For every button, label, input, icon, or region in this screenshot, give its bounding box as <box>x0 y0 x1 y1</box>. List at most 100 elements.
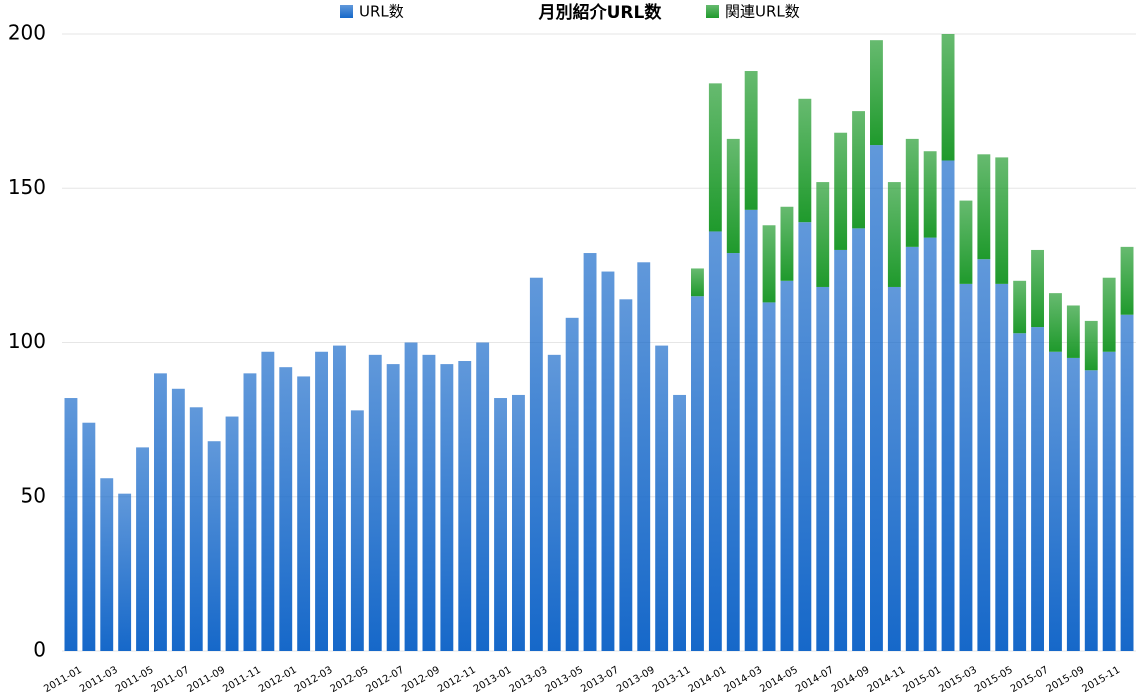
bar-segment <box>1084 370 1098 651</box>
bar-segment <box>1013 333 1027 651</box>
bar-segment <box>941 34 955 161</box>
x-tick-label: 2015-05 <box>973 665 1015 695</box>
bar-segment <box>655 345 669 651</box>
bar-segment <box>136 447 149 651</box>
bar-segment <box>816 182 830 287</box>
x-tick-label: 2011-01 <box>42 665 84 695</box>
bar-segment <box>887 182 901 287</box>
x-tick-label: 2012-01 <box>257 665 299 695</box>
bar-segment <box>315 351 328 651</box>
bar-segment <box>870 40 883 146</box>
bar-segment <box>1049 351 1062 651</box>
x-tick-label: 2013-07 <box>579 665 621 695</box>
bar-segment <box>923 237 937 652</box>
bar-segment <box>834 132 848 250</box>
bar-segment <box>673 394 686 651</box>
legend-swatch <box>706 5 719 18</box>
x-tick-label: 2012-03 <box>293 665 335 695</box>
bar-segment <box>1031 327 1044 651</box>
bar-segment <box>494 398 507 651</box>
x-tick-label: 2011-07 <box>150 665 192 695</box>
x-tick-label: 2014-07 <box>794 665 836 695</box>
bar-segment <box>1120 246 1134 315</box>
bar-segment <box>959 200 973 284</box>
bar-segment <box>583 253 597 651</box>
x-tick-label: 2011-03 <box>78 665 120 695</box>
bar-segment <box>995 283 1009 651</box>
bar-segment <box>905 246 919 652</box>
bar-segment <box>404 342 418 651</box>
bar-segment <box>691 268 704 297</box>
bar-segment <box>476 342 490 651</box>
bar-segment <box>333 345 346 651</box>
bar-segment <box>154 373 167 651</box>
y-tick-label: 0 <box>33 638 46 662</box>
bar-segment <box>386 364 400 651</box>
bar-segment <box>852 228 865 652</box>
bar-segment <box>512 394 525 651</box>
bar-segment <box>1084 320 1098 371</box>
bar-segment <box>64 398 78 651</box>
y-tick-label: 50 <box>21 483 46 507</box>
y-tick-label: 200 <box>8 21 46 45</box>
chart-title: 月別紹介URL数 <box>538 2 663 23</box>
bar-segment <box>780 206 794 281</box>
bar-segment <box>744 71 758 210</box>
bar-segment <box>279 367 293 651</box>
x-tick-label: 2013-09 <box>615 665 657 695</box>
x-tick-label: 2011-09 <box>185 665 227 695</box>
bar-segment <box>816 286 830 651</box>
bar-segment <box>1066 305 1080 358</box>
bar-segment <box>708 231 722 651</box>
bar-segment <box>977 154 991 260</box>
bar-segment <box>368 354 382 651</box>
bar-segment <box>189 407 203 651</box>
bar-segment <box>977 259 991 651</box>
bar-segment <box>798 98 812 223</box>
bar-segment <box>171 388 185 651</box>
bar-segment <box>923 151 937 238</box>
bar-segment <box>82 422 96 651</box>
bar-segment <box>726 253 740 651</box>
x-tick-label: 2011-05 <box>114 665 156 695</box>
bar-segment <box>834 249 848 651</box>
y-tick-label: 150 <box>8 175 46 199</box>
bar-segment <box>297 376 311 651</box>
x-tick-label: 2013-01 <box>472 665 514 695</box>
x-tick-label: 2012-11 <box>436 665 478 695</box>
x-tick-label: 2014-09 <box>830 665 872 695</box>
bar-segment <box>100 478 114 651</box>
bar-segment <box>941 160 955 652</box>
legend-label: 関連URL数 <box>725 3 800 21</box>
bar-segment <box>1013 280 1027 334</box>
bar-segment <box>780 280 794 651</box>
x-tick-label: 2014-01 <box>687 665 729 695</box>
x-tick-label: 2015-07 <box>1009 665 1051 695</box>
bar-segment <box>619 299 633 651</box>
bar-segment <box>118 493 132 651</box>
bar-segment <box>905 138 919 247</box>
x-tick-label: 2015-11 <box>1080 665 1122 695</box>
bar-segment <box>529 277 543 651</box>
bar-segment <box>1120 314 1134 651</box>
x-tick-label: 2015-09 <box>1045 665 1087 695</box>
bar-segment <box>1102 351 1116 651</box>
bar-segment <box>1031 249 1044 328</box>
bar-segment <box>798 222 812 651</box>
bar-segment <box>995 157 1009 284</box>
bar-segment <box>1049 293 1062 352</box>
x-tick-label: 2014-05 <box>758 665 800 695</box>
bar-segment <box>708 83 722 232</box>
bar-segment <box>959 283 973 651</box>
x-tick-label: 2013-11 <box>651 665 693 695</box>
bar-segment <box>547 354 561 651</box>
bar-segment <box>601 271 615 651</box>
bar-segment <box>1066 357 1080 651</box>
x-tick-label: 2015-03 <box>937 665 979 695</box>
legend-label: URL数 <box>359 3 404 21</box>
bar-segment <box>762 302 776 651</box>
y-tick-label: 100 <box>8 329 46 353</box>
x-tick-label: 2013-03 <box>508 665 550 695</box>
bar-segment <box>870 145 883 651</box>
